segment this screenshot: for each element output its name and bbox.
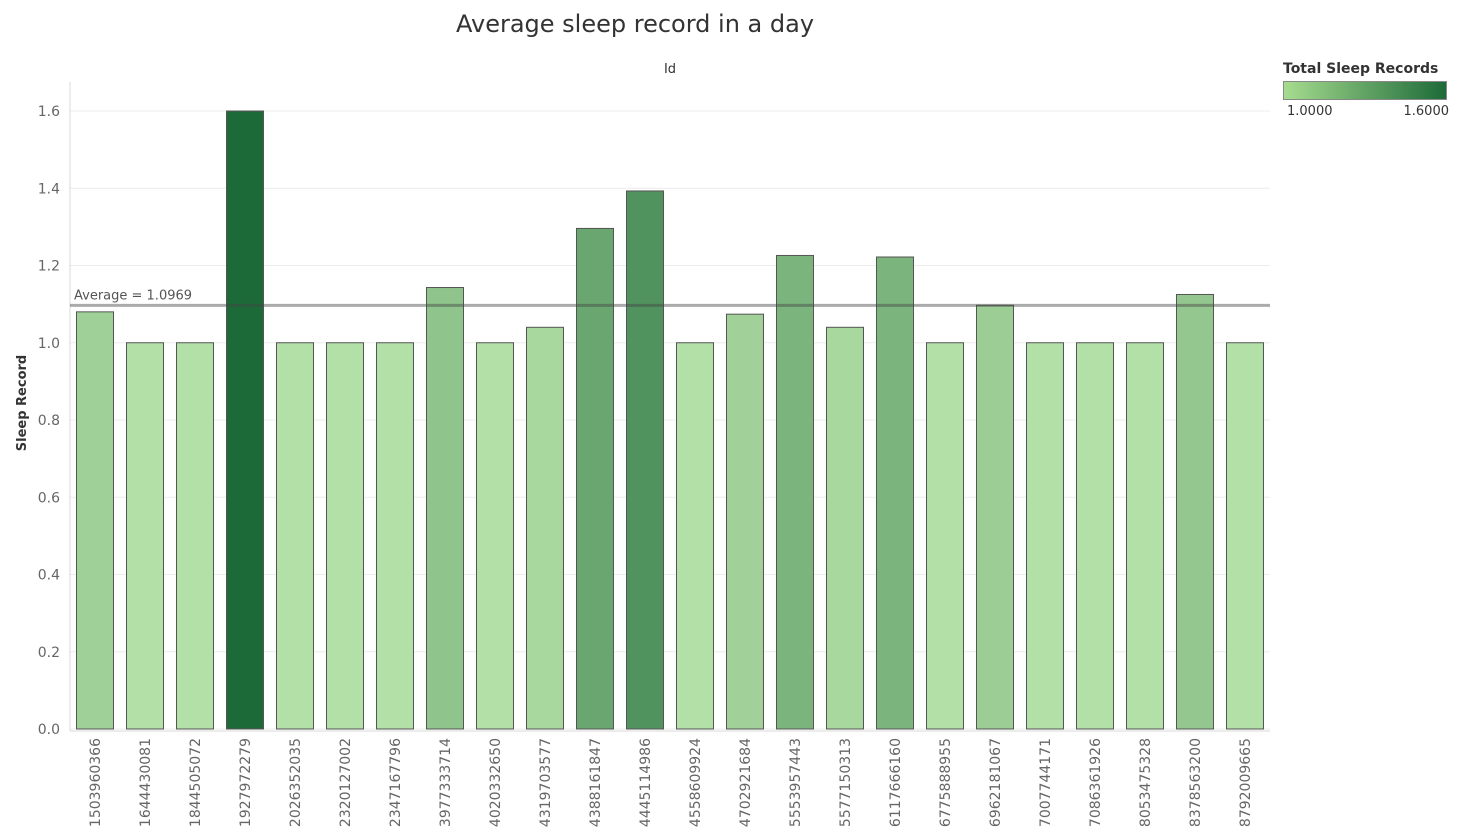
y-tick-label: 0.4 <box>38 568 60 584</box>
x-tick-label: 1844505072 <box>188 738 204 827</box>
bar <box>726 313 764 730</box>
bar <box>526 326 564 730</box>
x-tick-label: 4558609924 <box>688 738 704 827</box>
x-tick-label: 3977333714 <box>438 738 454 827</box>
y-tick-label: 0.6 <box>38 490 60 506</box>
x-axis-header: Id <box>664 62 676 77</box>
x-tick-label: 8792009665 <box>1238 738 1254 827</box>
x-tick-label: 4702921684 <box>738 738 754 827</box>
bar <box>1226 342 1264 730</box>
y-tick-label: 0.0 <box>38 722 60 738</box>
bar <box>76 311 114 730</box>
bar <box>676 342 714 730</box>
color-legend: Total Sleep Records 1.0000 1.6000 <box>1283 61 1458 122</box>
y-tick-label: 1.2 <box>38 259 60 275</box>
x-tick-label: 2347167796 <box>388 738 404 827</box>
y-axis-label: Sleep Record <box>15 355 30 451</box>
bar <box>326 342 364 730</box>
bar <box>626 190 664 730</box>
x-tick-label: 7086361926 <box>1088 738 1104 827</box>
x-tick-label: 1503960366 <box>88 738 104 827</box>
average-reference-label: Average = 1.0969 <box>74 288 192 303</box>
legend-gradient-bar <box>1283 81 1447 100</box>
bar <box>1176 293 1214 730</box>
legend-labels: 1.0000 1.6000 <box>1283 104 1451 122</box>
x-tick-label: 6962181067 <box>988 738 1004 827</box>
legend-min-label: 1.0000 <box>1287 104 1333 119</box>
bar <box>876 256 914 730</box>
bar <box>926 342 964 730</box>
bar <box>226 110 264 730</box>
bar <box>426 287 464 730</box>
bar <box>576 227 614 730</box>
y-tick-label: 1.4 <box>38 181 60 197</box>
bar <box>1076 342 1114 730</box>
x-tick-label: 5553957443 <box>788 738 804 827</box>
bar <box>976 304 1014 730</box>
x-tick-label: 4388161847 <box>588 738 604 827</box>
x-tick-label: 6775888955 <box>938 738 954 827</box>
bar <box>476 342 514 730</box>
y-tick-label: 1.0 <box>38 336 60 352</box>
chart-title: Average sleep record in a day <box>455 10 815 38</box>
x-tick-label: 5577150313 <box>838 738 854 827</box>
bar <box>826 326 864 730</box>
bar <box>376 342 414 730</box>
y-tick-label: 0.8 <box>38 413 60 429</box>
y-tick-label: 0.2 <box>38 645 60 661</box>
x-tick-label: 2026352035 <box>288 738 304 827</box>
x-tick-label: 4445114986 <box>638 738 654 827</box>
bar <box>126 342 164 730</box>
bar <box>776 254 814 730</box>
x-tick-label: 1644430081 <box>138 738 154 827</box>
bar <box>1126 342 1164 730</box>
x-tick-label: 7007744171 <box>1038 738 1054 827</box>
bar <box>1026 342 1064 730</box>
legend-max-label: 1.6000 <box>1403 104 1450 119</box>
x-tick-label: 4319703577 <box>538 738 554 827</box>
x-tick-label: 4020332650 <box>488 738 504 827</box>
y-tick-label: 1.6 <box>38 104 60 120</box>
x-tick-label: 2320127002 <box>338 738 354 827</box>
x-tick-label: 8053475328 <box>1138 738 1154 827</box>
x-tick-label: 6117666160 <box>888 738 904 827</box>
bar <box>276 342 314 730</box>
x-tick-label: 1927972279 <box>238 738 254 827</box>
legend-title: Total Sleep Records <box>1283 61 1439 77</box>
x-tick-label: 8378563200 <box>1188 738 1204 827</box>
bar <box>176 342 214 730</box>
